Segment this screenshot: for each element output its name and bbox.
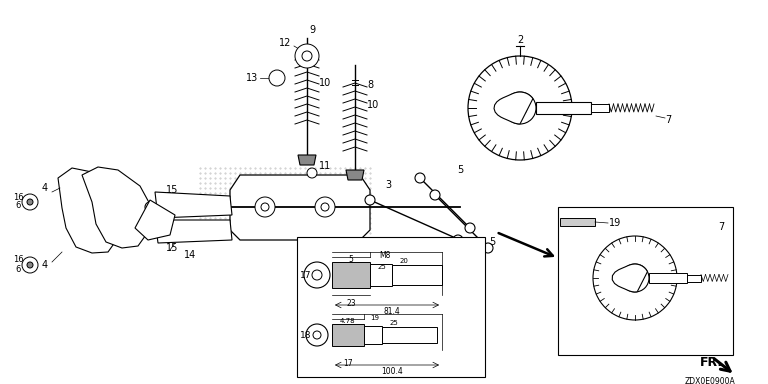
- Text: 15: 15: [166, 243, 178, 253]
- Circle shape: [269, 70, 285, 86]
- Text: 25: 25: [389, 320, 399, 326]
- Bar: [649, 273, 687, 283]
- Circle shape: [255, 197, 275, 217]
- Circle shape: [306, 324, 328, 346]
- Circle shape: [365, 195, 375, 205]
- Text: 6: 6: [15, 265, 21, 273]
- Circle shape: [504, 92, 536, 124]
- Text: 17: 17: [300, 270, 312, 280]
- Text: 13: 13: [246, 73, 258, 83]
- Text: FR.: FR.: [700, 356, 723, 369]
- Circle shape: [312, 270, 322, 280]
- Polygon shape: [494, 92, 533, 124]
- Text: 25: 25: [378, 264, 386, 270]
- Circle shape: [430, 190, 440, 200]
- Bar: [558, 207, 733, 355]
- Circle shape: [261, 203, 269, 211]
- Text: 5: 5: [349, 255, 353, 263]
- Circle shape: [321, 203, 329, 211]
- Text: 6: 6: [15, 202, 21, 210]
- Circle shape: [145, 202, 155, 212]
- Text: M8: M8: [379, 252, 391, 260]
- Text: 12: 12: [279, 38, 291, 48]
- Circle shape: [453, 235, 463, 245]
- Bar: [370, 264, 392, 286]
- Polygon shape: [155, 192, 232, 218]
- Circle shape: [593, 236, 677, 320]
- Text: 5: 5: [457, 165, 463, 175]
- Text: 7: 7: [665, 115, 671, 125]
- Text: 23: 23: [346, 298, 356, 308]
- Text: 19: 19: [370, 315, 379, 321]
- Circle shape: [621, 264, 649, 292]
- Circle shape: [302, 51, 312, 61]
- Text: 15: 15: [166, 185, 178, 195]
- Bar: [591, 104, 609, 112]
- Circle shape: [513, 101, 527, 115]
- Polygon shape: [155, 220, 232, 243]
- Bar: [536, 102, 591, 114]
- Text: 100.4: 100.4: [381, 367, 403, 376]
- Circle shape: [629, 272, 641, 284]
- Circle shape: [468, 56, 572, 160]
- Polygon shape: [346, 170, 364, 180]
- Text: ZDX0E0900A: ZDX0E0900A: [684, 377, 736, 384]
- Bar: [364, 326, 382, 344]
- Text: 11: 11: [319, 161, 331, 171]
- Text: 14: 14: [184, 250, 196, 260]
- Circle shape: [313, 331, 321, 339]
- Text: 2: 2: [517, 35, 523, 45]
- Circle shape: [415, 173, 425, 183]
- Text: 5: 5: [489, 237, 495, 247]
- Circle shape: [22, 194, 38, 210]
- Polygon shape: [612, 264, 647, 292]
- Text: 16: 16: [13, 192, 23, 202]
- Text: 17: 17: [343, 359, 353, 367]
- Text: 18: 18: [300, 331, 312, 339]
- Text: 8: 8: [367, 80, 373, 90]
- Text: 10: 10: [319, 78, 331, 88]
- Bar: [687, 275, 701, 281]
- Circle shape: [27, 199, 33, 205]
- Circle shape: [315, 197, 335, 217]
- Text: 4: 4: [42, 183, 48, 193]
- Circle shape: [483, 243, 493, 253]
- Text: 9: 9: [309, 25, 315, 35]
- Polygon shape: [58, 168, 122, 253]
- Text: 19: 19: [609, 218, 621, 228]
- Circle shape: [22, 257, 38, 273]
- Bar: [560, 218, 595, 226]
- Text: 4: 4: [42, 260, 48, 270]
- Text: 81.4: 81.4: [384, 308, 400, 316]
- Polygon shape: [230, 175, 370, 240]
- Bar: [297, 237, 485, 377]
- Bar: [332, 262, 370, 288]
- Bar: [382, 327, 437, 343]
- Text: 16: 16: [13, 255, 23, 265]
- Text: 20: 20: [399, 258, 409, 264]
- Text: 7: 7: [718, 222, 724, 232]
- Text: 4.78: 4.78: [340, 318, 356, 324]
- Polygon shape: [298, 155, 316, 165]
- Text: 3: 3: [385, 180, 391, 190]
- Polygon shape: [82, 167, 152, 248]
- Bar: [332, 324, 364, 346]
- Circle shape: [307, 168, 317, 178]
- Circle shape: [465, 223, 475, 233]
- Circle shape: [304, 262, 330, 288]
- Circle shape: [27, 262, 33, 268]
- Circle shape: [295, 44, 319, 68]
- Bar: [392, 265, 442, 285]
- Text: 10: 10: [367, 100, 379, 110]
- Polygon shape: [135, 200, 175, 240]
